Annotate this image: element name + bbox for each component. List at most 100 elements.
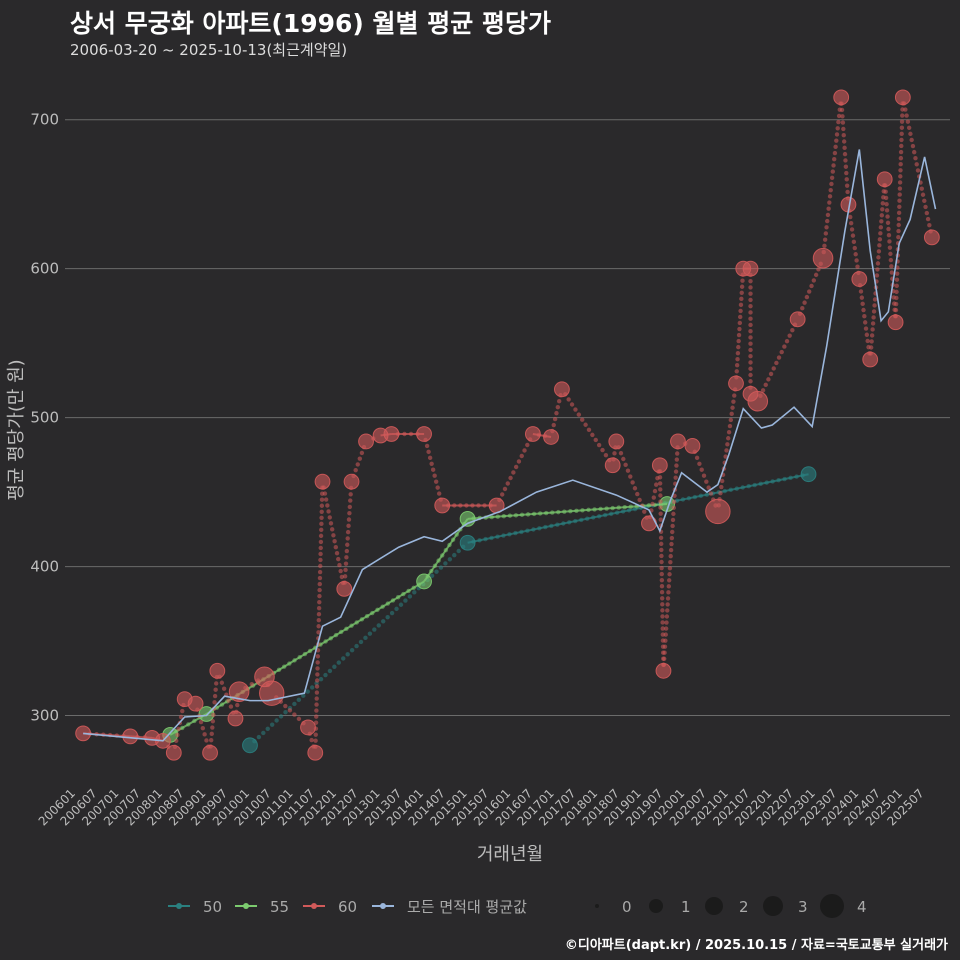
interp-dot xyxy=(794,474,799,479)
interp-dot xyxy=(832,157,837,162)
data-point xyxy=(800,466,817,483)
interp-dot xyxy=(832,150,838,156)
interp-dot xyxy=(430,467,436,472)
interp-dot xyxy=(219,702,225,707)
interp-dot xyxy=(395,595,401,600)
data-point xyxy=(742,260,759,277)
interp-dot xyxy=(429,461,434,466)
interp-dot xyxy=(543,524,548,530)
data-point xyxy=(833,89,850,106)
interp-dot xyxy=(543,510,549,516)
interp-dot xyxy=(327,515,332,520)
interp-dot xyxy=(871,315,876,320)
interp-dot xyxy=(728,487,733,493)
interp-dot xyxy=(403,598,408,603)
interp-dot xyxy=(738,308,743,314)
interp-dot xyxy=(662,644,668,649)
interp-dot xyxy=(344,626,349,632)
interp-dot xyxy=(894,289,899,295)
interp-dot xyxy=(574,508,579,513)
interp-dot xyxy=(402,431,407,437)
interp-dot xyxy=(612,451,617,456)
interp-dot xyxy=(897,192,902,197)
interp-dot xyxy=(549,523,554,529)
interp-dot xyxy=(704,492,710,497)
interp-dot xyxy=(680,497,686,502)
interp-dot xyxy=(748,341,753,346)
interp-dot xyxy=(800,305,805,311)
interp-dot xyxy=(341,656,346,661)
data-point xyxy=(459,534,476,551)
interp-dot xyxy=(226,698,231,703)
interp-dot xyxy=(669,535,675,541)
interp-dot xyxy=(556,509,561,515)
interp-dot xyxy=(452,503,457,508)
interp-dot xyxy=(408,431,414,437)
interp-dot xyxy=(592,507,597,512)
interp-dot xyxy=(870,321,876,326)
interp-dot xyxy=(884,201,889,207)
data-point xyxy=(416,573,432,590)
data-point xyxy=(434,497,451,514)
interp-dot xyxy=(734,486,739,491)
interp-dot xyxy=(898,149,904,155)
interp-dot xyxy=(875,261,881,266)
legend-label: 모든 면적대 평균값 xyxy=(407,898,527,916)
interp-dot xyxy=(429,573,435,579)
interp-dot xyxy=(555,522,560,527)
interp-dot xyxy=(726,436,731,441)
interp-dot xyxy=(516,459,522,464)
interp-dot xyxy=(880,207,885,212)
interp-dot xyxy=(903,107,908,112)
interp-dot xyxy=(673,475,678,480)
legend-size-label: 1 xyxy=(681,898,691,916)
interp-dot xyxy=(427,455,433,461)
interp-dot xyxy=(202,732,207,737)
interp-dot xyxy=(305,689,310,694)
interp-dot xyxy=(359,450,365,456)
interp-dot xyxy=(316,630,321,635)
interp-dot xyxy=(319,527,324,533)
interp-dot xyxy=(652,488,658,494)
interp-dot xyxy=(180,725,185,731)
interp-dot xyxy=(349,623,354,628)
interp-dot xyxy=(339,574,345,580)
interp-dot xyxy=(845,189,850,195)
interp-dot xyxy=(662,656,667,661)
interp-dot xyxy=(561,521,566,526)
interp-dot xyxy=(851,239,857,245)
interp-dot xyxy=(665,608,670,613)
interp-dot xyxy=(600,447,605,453)
interp-dot xyxy=(477,538,482,543)
interp-dot xyxy=(489,535,494,541)
data-point xyxy=(543,429,559,445)
interp-dot xyxy=(323,672,328,678)
interp-dot xyxy=(748,329,753,334)
interp-dot xyxy=(922,198,927,204)
interp-dot xyxy=(861,307,866,313)
interp-dot xyxy=(315,660,320,665)
data-point xyxy=(876,171,893,188)
interp-dot xyxy=(692,494,698,500)
data-point xyxy=(812,247,834,269)
data-point xyxy=(851,271,868,287)
data-point xyxy=(202,744,218,761)
interp-dot xyxy=(623,462,628,468)
interp-dot xyxy=(370,610,375,616)
interp-dot xyxy=(748,278,753,284)
interp-dot xyxy=(292,712,297,717)
interp-dot xyxy=(593,437,598,443)
data-point xyxy=(383,426,400,442)
interp-dot xyxy=(316,624,321,629)
interp-dot xyxy=(525,512,531,517)
interp-dot xyxy=(531,511,537,517)
interp-dot xyxy=(666,578,672,583)
interp-dot xyxy=(454,532,459,537)
interp-dot xyxy=(625,468,631,473)
interp-dot xyxy=(788,475,793,481)
interp-dot xyxy=(893,301,899,307)
interp-dot xyxy=(349,648,355,653)
interp-dot xyxy=(249,682,254,687)
data-point xyxy=(604,457,621,474)
interp-dot xyxy=(562,509,567,514)
